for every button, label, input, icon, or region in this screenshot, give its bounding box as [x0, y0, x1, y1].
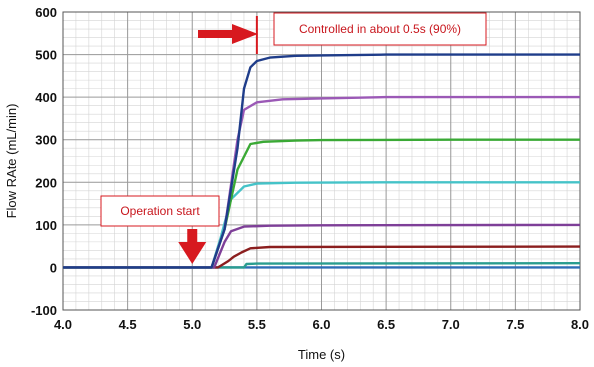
- y-tick-labels: -100 0 100 200 300 400 500 600: [31, 5, 57, 318]
- y-tick-label: 600: [35, 5, 57, 20]
- callout-arrow-shaft: [198, 30, 234, 38]
- callout-text: Operation start: [120, 204, 200, 218]
- x-tick-label: 6.0: [312, 317, 330, 332]
- x-tick-label: 5.5: [248, 317, 266, 332]
- y-tick-label: 300: [35, 133, 57, 148]
- series-line: [63, 245, 581, 269]
- y-tick-label: 200: [35, 175, 57, 190]
- y-tick-label: 500: [35, 48, 57, 63]
- x-tick-label: 5.0: [183, 317, 201, 332]
- x-tick-label: 4.0: [54, 317, 72, 332]
- callout-arrow-shaft: [187, 229, 198, 243]
- x-tick-label: 4.5: [119, 317, 137, 332]
- x-tick-label: 7.5: [506, 317, 524, 332]
- annotation-layer: Controlled in about 0.5s (90%) Operation …: [100, 12, 487, 264]
- callout-box: [273, 12, 487, 46]
- x-tick-label: 7.0: [442, 317, 460, 332]
- callout-arrow-head: [178, 242, 207, 264]
- callout-box: [100, 195, 220, 227]
- y-tick-label: 0: [50, 260, 57, 275]
- x-tick-label: 8.0: [571, 317, 589, 332]
- x-tick-labels: 4.0 4.5 5.0 5.5 6.0 6.5 7.0 7.5 8.0: [54, 317, 589, 332]
- x-axis-title: Time (s): [298, 347, 345, 362]
- callout-arrow-head: [232, 24, 258, 44]
- series-layer: [63, 53, 581, 269]
- y-tick-label: 100: [35, 218, 57, 233]
- series-line: [63, 53, 580, 269]
- callout-text: Controlled in about 0.5s (90%): [299, 22, 461, 36]
- y-tick-label: -100: [31, 303, 57, 318]
- x-tick-label: 6.5: [377, 317, 395, 332]
- plot-frame: [62, 11, 581, 311]
- y-axis-title: Flow RAte (mL/min): [4, 104, 19, 219]
- y-tick-label: 400: [35, 90, 57, 105]
- series-line: [63, 223, 581, 269]
